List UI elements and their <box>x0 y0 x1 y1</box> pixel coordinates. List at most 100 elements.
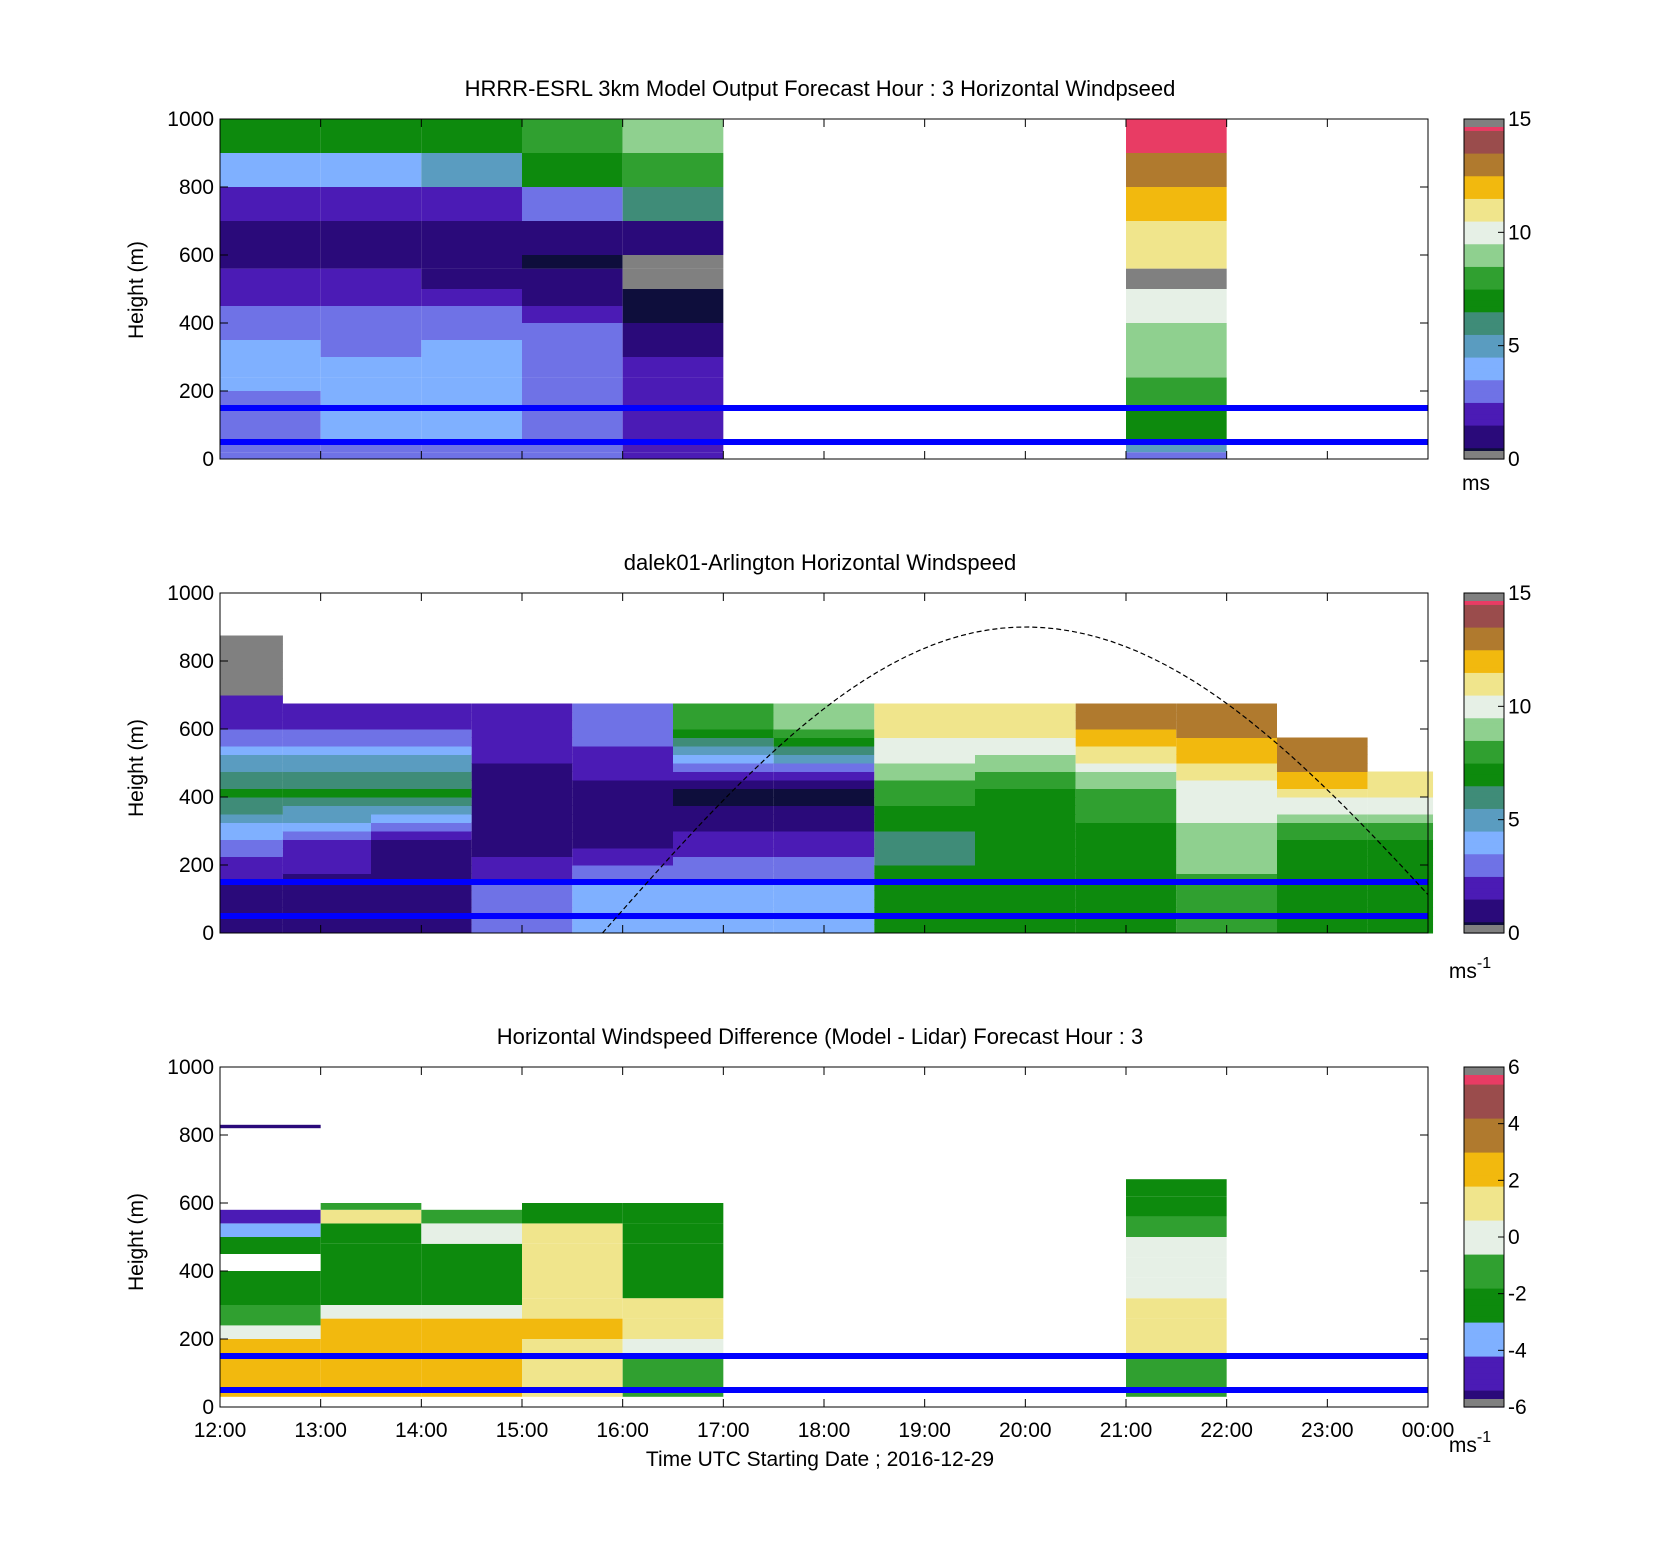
heatmap-cell <box>773 814 875 823</box>
heatmap-cell <box>1277 890 1368 900</box>
heatmap-cell <box>673 882 774 891</box>
heatmap-cell <box>220 890 283 900</box>
heatmap-cell <box>220 856 283 866</box>
heatmap-cell <box>1075 712 1177 721</box>
heatmap-cell <box>1176 729 1277 738</box>
heatmap-cell <box>1126 340 1227 357</box>
heatmap-cell <box>320 391 422 408</box>
heatmap-cell <box>673 763 774 772</box>
heatmap-cell <box>874 822 975 832</box>
colorbar-segment <box>1464 345 1504 352</box>
panel2-axes: 0 200 400 600 800 1000 <box>167 582 1429 945</box>
colorbar-segment <box>1464 661 1504 668</box>
colorbar-segment <box>1464 1112 1504 1119</box>
heatmap-cell <box>371 797 472 806</box>
heatmap-cell <box>1075 848 1177 857</box>
y-tick-label: 0 <box>202 448 214 471</box>
colorbar-tick-label: 4 <box>1508 1113 1520 1136</box>
heatmap-cell <box>471 865 573 874</box>
colorbar-segment <box>1464 1344 1504 1351</box>
heatmap-cell <box>874 712 975 721</box>
heatmap-cell <box>1367 831 1434 840</box>
colorbar-segment <box>1464 413 1504 420</box>
heatmap-cell <box>371 848 472 857</box>
panel3-colorbar-unit: ms-1 <box>1449 1429 1491 1457</box>
colorbar-segment <box>1464 442 1504 449</box>
heatmap-cell <box>471 729 573 738</box>
heatmap-cell <box>220 221 321 255</box>
colorbar-segment <box>1464 1299 1504 1306</box>
heatmap-cell <box>471 822 573 832</box>
heatmap-cell <box>975 797 1076 806</box>
heatmap-cell <box>522 425 623 442</box>
panel3-heatmap <box>220 1124 1227 1397</box>
heatmap-cell <box>874 873 975 883</box>
heatmap-cell <box>1075 720 1177 730</box>
heatmap-cell <box>622 408 724 425</box>
heatmap-cell <box>220 289 321 306</box>
heatmap-cell <box>773 890 875 900</box>
heatmap-cell <box>673 712 774 721</box>
heatmap-cell <box>320 306 422 323</box>
colorbar-segment <box>1464 802 1504 809</box>
colorbar-segment <box>1464 249 1504 256</box>
colorbar-segment <box>1464 1129 1504 1136</box>
heatmap-cell <box>975 771 1076 781</box>
colorbar-segment <box>1464 740 1504 747</box>
heatmap-cell <box>1176 831 1277 840</box>
colorbar-segment <box>1464 328 1504 335</box>
heatmap-cell <box>1075 814 1177 823</box>
y-tick-label: 0 <box>202 1396 214 1419</box>
heatmap-cell <box>522 391 623 408</box>
heatmap-cell <box>421 408 522 425</box>
heatmap-cell <box>1176 822 1277 832</box>
heatmap-cell <box>471 746 573 755</box>
heatmap-cell <box>622 1243 724 1271</box>
colorbar-segment <box>1464 243 1504 250</box>
heatmap-cell <box>371 899 472 908</box>
heatmap-cell <box>220 703 283 713</box>
heatmap-cell <box>220 822 283 832</box>
heatmap-cell <box>371 907 472 917</box>
heatmap-cell <box>320 1203 422 1210</box>
heatmap-cell <box>220 712 283 721</box>
heatmap-cell <box>773 865 875 874</box>
heatmap-cell <box>874 754 975 764</box>
heatmap-cell <box>1176 865 1277 874</box>
heatmap-cell <box>220 119 321 153</box>
heatmap-cell <box>874 814 975 823</box>
colorbar-segment <box>1464 402 1504 409</box>
heatmap-cell <box>320 255 422 269</box>
heatmap-cell <box>421 340 522 357</box>
heatmap-cell <box>1277 788 1368 798</box>
panel3-ylabel: Height (m) <box>125 1193 148 1291</box>
heatmap-cell <box>773 754 875 764</box>
heatmap-cell <box>1126 323 1227 340</box>
heatmap-cell <box>471 916 573 925</box>
heatmap-cell <box>1277 831 1368 840</box>
heatmap-cell <box>874 907 975 917</box>
heatmap-cell <box>1367 899 1434 908</box>
colorbar-cap <box>1464 925 1504 933</box>
heatmap-cell <box>874 899 975 908</box>
colorbar-segment <box>1464 1220 1504 1227</box>
heatmap-cell <box>220 678 283 687</box>
heatmap-cell <box>1176 763 1277 772</box>
heatmap-cell <box>975 720 1076 730</box>
heatmap-cell <box>220 865 283 874</box>
heatmap-cell <box>421 391 522 408</box>
colorbar-segment <box>1464 1214 1504 1221</box>
heatmap-cell <box>1126 1356 1227 1373</box>
colorbar-segment <box>1464 1095 1504 1102</box>
colorbar-segment <box>1464 1293 1504 1300</box>
colorbar-segment <box>1464 610 1504 617</box>
colorbar-segment <box>1464 706 1504 713</box>
heatmap-cell <box>572 788 673 798</box>
heatmap-cell <box>1075 882 1177 891</box>
heatmap-cell <box>975 882 1076 891</box>
heatmap-cell <box>773 916 875 925</box>
heatmap-cell <box>471 805 573 815</box>
heatmap-cell <box>773 822 875 832</box>
heatmap-cell <box>522 153 623 187</box>
heatmap-cell <box>1277 865 1368 874</box>
